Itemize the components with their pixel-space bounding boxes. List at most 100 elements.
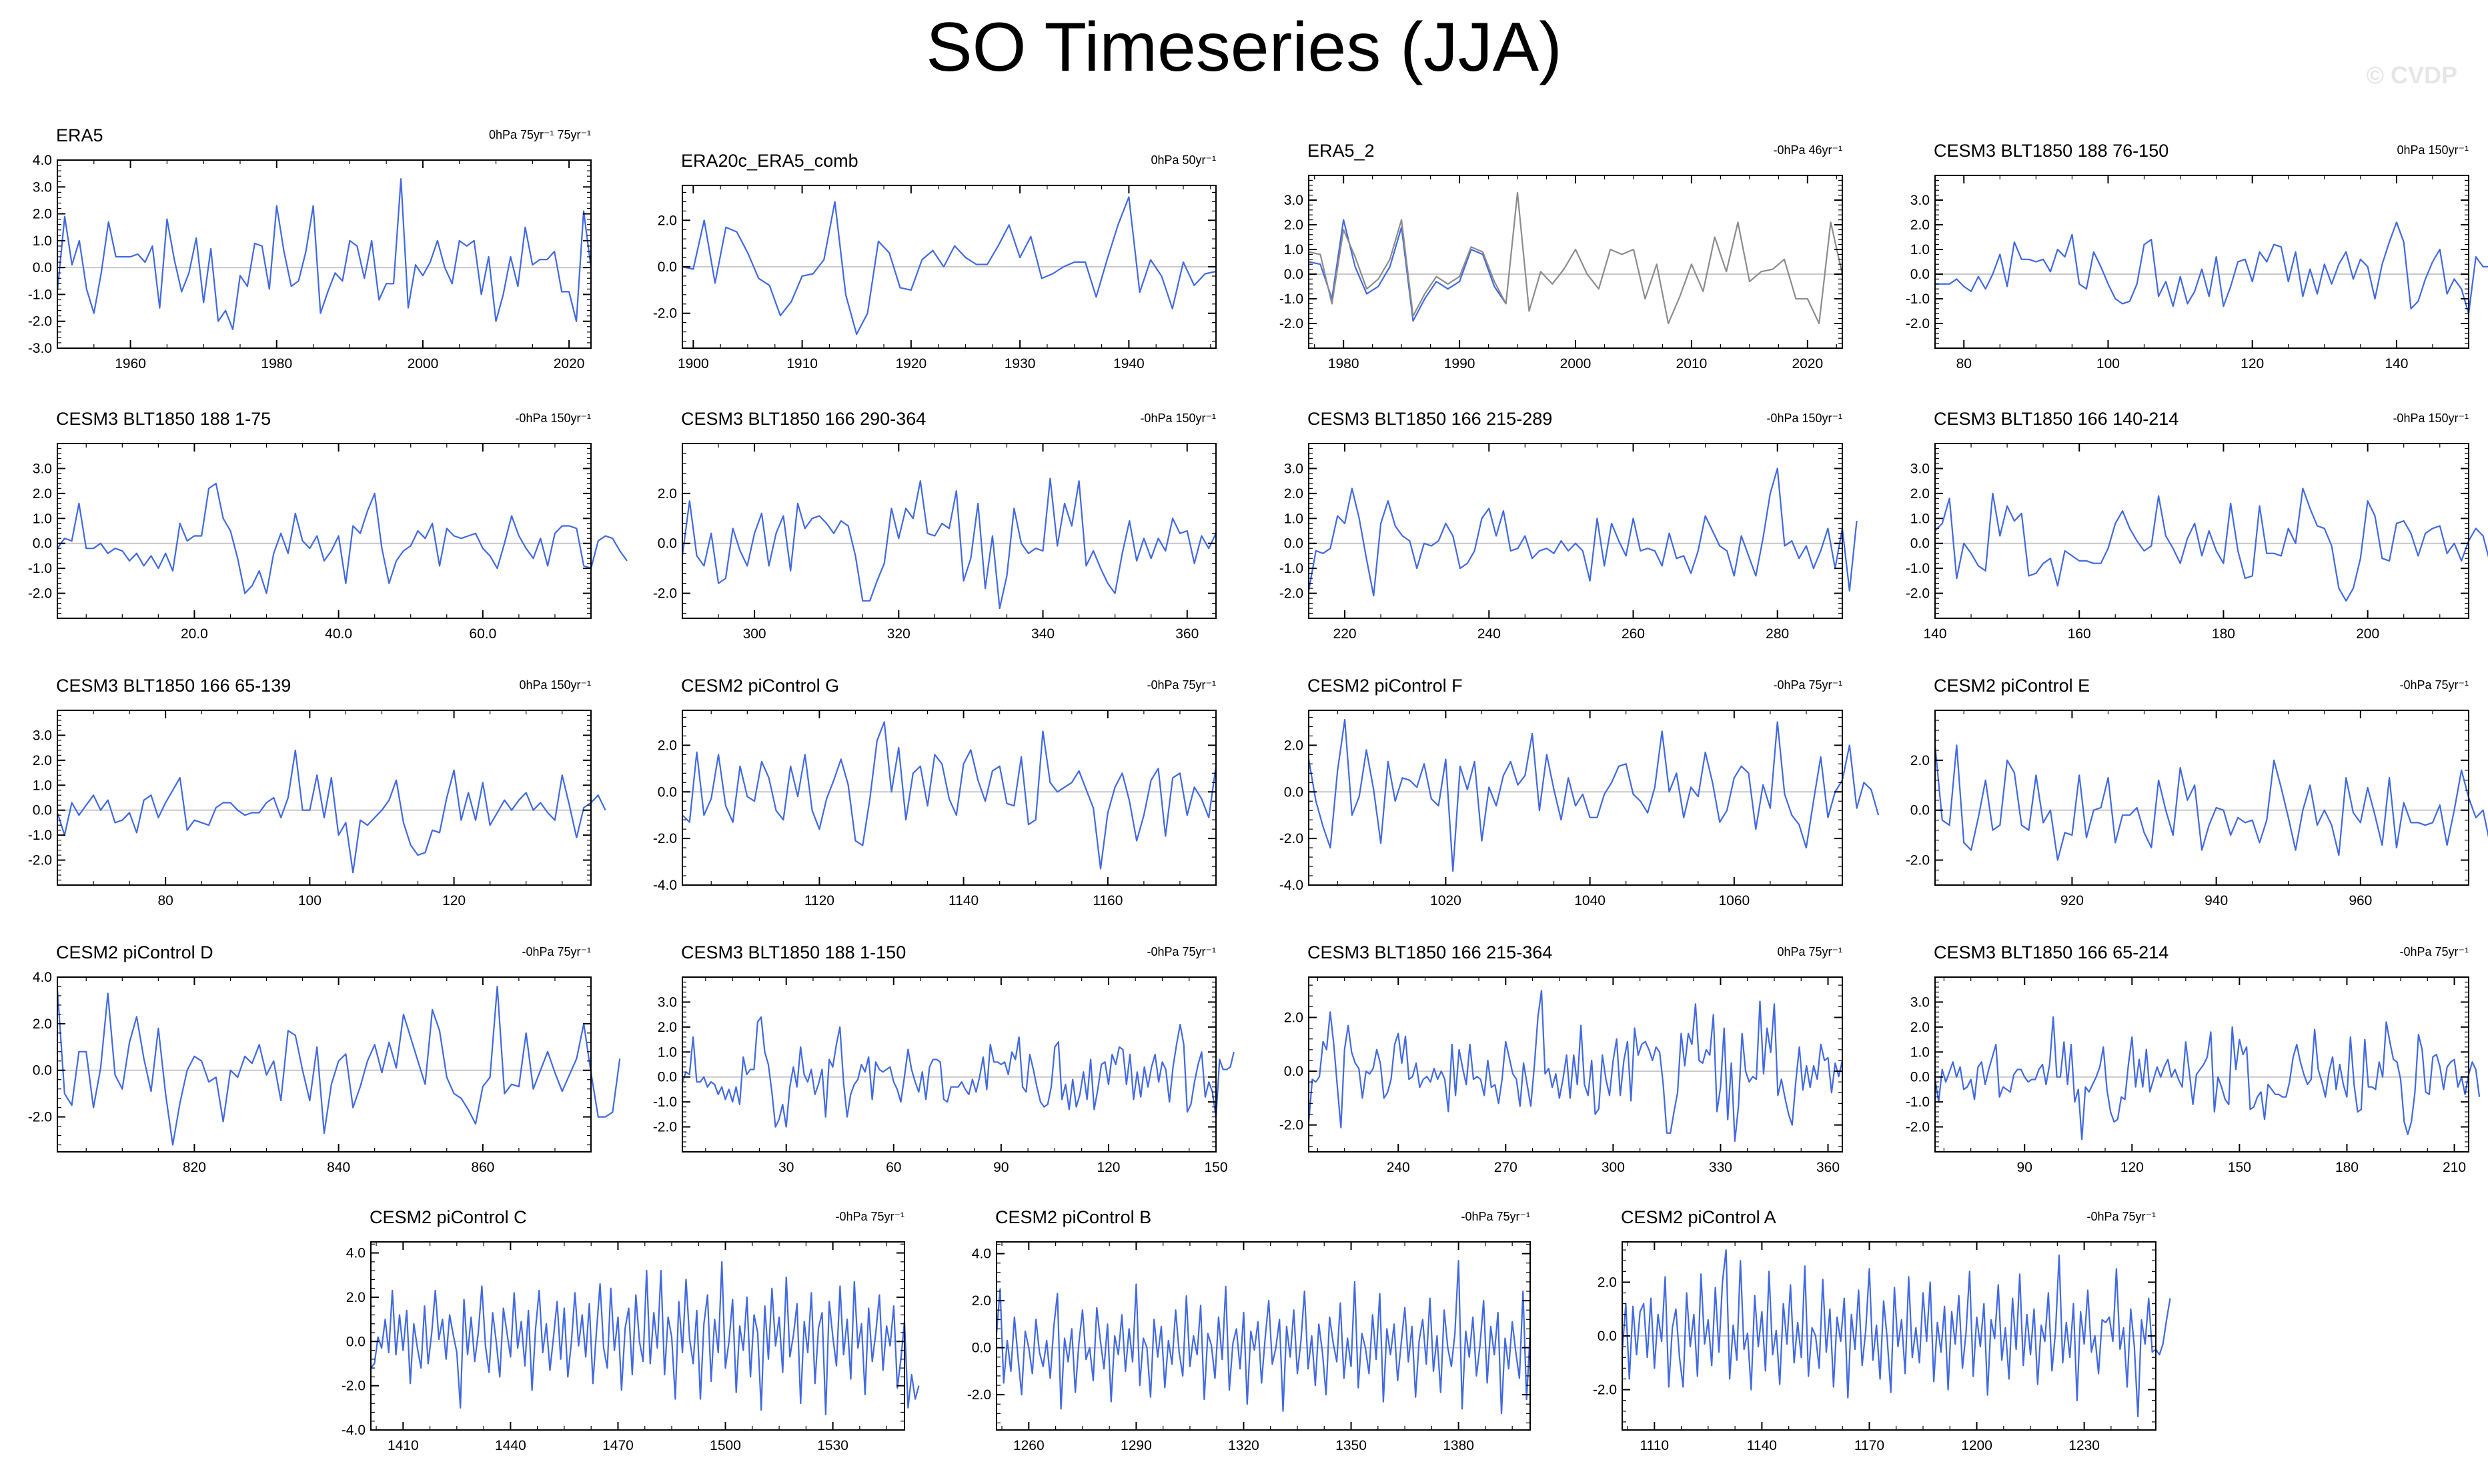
panel-title: CESM2 piControl D — [56, 942, 213, 962]
panel-era5: ERA5 0hPa 75yr⁻¹ 75yr⁻¹ -3.0 -2.0 -1.0 0.0 1.0… — [28, 125, 592, 372]
y-tick-label: -2.0 — [653, 306, 677, 321]
y-tick-label: -1.0 — [1906, 1094, 1930, 1110]
panel-note: -0hPa 75yr⁻¹ — [2399, 945, 2469, 958]
panel-cesm2-picontrol-f: CESM2 piControl F -0hPa 75yr⁻¹ -4.0 -2.0 0.0… — [1279, 676, 1880, 908]
x-tick-label: 1320 — [1228, 1438, 1259, 1453]
y-tick-label: 0.0 — [1284, 267, 1303, 282]
panel-note: -0hPa 150yr⁻¹ — [1766, 412, 1842, 425]
y-tick-label: -2.0 — [28, 853, 52, 868]
y-tick-label: -3.0 — [28, 341, 52, 356]
x-tick-label: 340 — [1031, 626, 1055, 642]
panel-cesm2-picontrol-g: CESM2 piControl G -0hPa 75yr⁻¹ -4.0 -2.0 0.0… — [653, 676, 1217, 908]
panel-title: CESM3 BLT1850 166 290-364 — [681, 409, 926, 429]
y-tick-label: 0.0 — [33, 1063, 52, 1078]
y-tick-label: 0.0 — [1910, 803, 1930, 818]
x-tick-label: 40.0 — [325, 626, 352, 642]
y-tick-label: 2.0 — [658, 1020, 677, 1035]
x-tick-label: 1910 — [786, 356, 818, 372]
cvdp-watermark: © CVDP — [2366, 61, 2457, 89]
x-tick-label: 220 — [1333, 626, 1357, 642]
panel-title: CESM2 piControl G — [681, 676, 839, 696]
page-title: SO Timeseries (JJA) — [926, 9, 1562, 86]
y-tick-label: 1.0 — [33, 511, 52, 526]
y-tick-label: 2.0 — [1910, 486, 1930, 502]
y-tick-label: 0.0 — [1598, 1329, 1617, 1344]
x-tick-label: 1930 — [1005, 356, 1036, 372]
series-line-cesm3-blt1850-166-215-364 — [1307, 990, 1844, 1142]
x-tick-label: 260 — [1622, 626, 1645, 642]
y-tick-label: 2.0 — [1284, 486, 1303, 502]
panel-title: CESM2 piControl F — [1307, 676, 1463, 696]
series-line-era5 — [1308, 219, 1507, 322]
panel-note: -0hPa 46yr⁻¹ — [1773, 143, 1842, 157]
x-tick-label: 300 — [1602, 1160, 1625, 1175]
y-tick-label: 2.0 — [658, 213, 677, 228]
y-tick-label: 2.0 — [1284, 217, 1303, 233]
plot-frame — [57, 159, 592, 349]
x-tick-label: 180 — [2212, 626, 2235, 642]
y-tick-label: -2.0 — [28, 586, 52, 602]
panel-cesm3-blt1850-188-76-150: CESM3 BLT1850 188 76-150 0hPa 150yr⁻¹ -2.0… — [1906, 141, 2488, 372]
y-tick-label: -2.0 — [1279, 586, 1303, 602]
x-tick-label: 90 — [2017, 1160, 2032, 1175]
plot-frame — [682, 710, 1217, 886]
x-tick-label: 100 — [2096, 356, 2120, 372]
x-tick-label: 330 — [1709, 1160, 1732, 1175]
y-tick-label: 1.0 — [1910, 242, 1930, 257]
x-tick-label: 140 — [1923, 626, 1946, 642]
x-tick-label: 1020 — [1430, 893, 1461, 908]
panel-title: CESM2 piControl B — [995, 1207, 1151, 1227]
x-tick-label: 2000 — [408, 356, 439, 372]
panel-note: -0hPa 75yr⁻¹ — [522, 945, 591, 958]
panel-note: -0hPa 75yr⁻¹ — [1461, 1210, 1530, 1223]
y-tick-label: -1.0 — [28, 287, 52, 302]
y-tick-label: 1.0 — [1910, 511, 1930, 526]
x-tick-label: 820 — [183, 1160, 206, 1175]
y-tick-label: -2.0 — [1906, 1120, 1930, 1135]
y-tick-label: -1.0 — [653, 1094, 677, 1110]
y-tick-label: 2.0 — [33, 1016, 52, 1032]
y-tick-label: 1.0 — [1284, 511, 1303, 526]
x-tick-label: 200 — [2356, 626, 2379, 642]
panel-note: -0hPa 75yr⁻¹ — [2086, 1210, 2156, 1223]
x-tick-label: 240 — [1477, 626, 1501, 642]
x-tick-label: 1440 — [495, 1438, 526, 1453]
plot-frame — [57, 443, 592, 619]
panel-cesm3-blt1850-166-65-214: CESM3 BLT1850 166 65-214 -0hPa 75yr⁻¹ -2.0… — [1906, 942, 2481, 1175]
y-tick-label: 0.0 — [33, 803, 52, 818]
y-tick-label: -2.0 — [28, 1110, 52, 1125]
panel-note: 0hPa 150yr⁻¹ — [519, 678, 591, 692]
panel-note: 0hPa 150yr⁻¹ — [2397, 143, 2469, 157]
y-tick-label: -1.0 — [1279, 561, 1303, 576]
series-line-cesm2-picontrol-c — [370, 1261, 920, 1415]
y-tick-label: 4.0 — [33, 970, 52, 985]
y-tick-label: -2.0 — [1593, 1383, 1617, 1398]
y-tick-label: 3.0 — [33, 728, 52, 743]
y-tick-label: 2.0 — [33, 486, 52, 502]
y-tick-label: 0.0 — [1284, 1064, 1303, 1079]
x-tick-label: 1260 — [1013, 1438, 1045, 1453]
y-tick-label: 2.0 — [1910, 753, 1930, 768]
x-tick-label: 2010 — [1676, 356, 1708, 372]
y-tick-label: 4.0 — [346, 1246, 366, 1261]
panel-era20c-era5-comb: ERA20c_ERA5_comb 0hPa 50yr⁻¹ -2.0 0.0 2.0 190… — [653, 151, 1217, 372]
y-tick-label: 0.0 — [346, 1334, 366, 1349]
y-tick-label: 2.0 — [1284, 738, 1303, 753]
plot-frame — [370, 1241, 905, 1431]
y-tick-label: -2.0 — [28, 314, 52, 329]
panel-title: CESM2 piControl C — [370, 1207, 527, 1227]
x-tick-label: 60 — [886, 1160, 901, 1175]
panel-title: CESM3 BLT1850 166 215-289 — [1307, 409, 1552, 429]
panel-title: CESM3 BLT1850 166 215-364 — [1307, 942, 1552, 962]
panel-note: 0hPa 50yr⁻¹ — [1151, 153, 1216, 167]
series-line-cesm3-blt1850-188-1-150 — [681, 1016, 1235, 1128]
x-tick-label: 920 — [2060, 893, 2084, 908]
panel-cesm2-picontrol-c: CESM2 piControl C -0hPa 75yr⁻¹ -4.0 -2.0 0.0… — [342, 1207, 920, 1453]
plot-frame — [57, 976, 592, 1153]
x-tick-label: 30 — [778, 1160, 794, 1175]
x-tick-label: 1120 — [804, 893, 834, 908]
x-tick-label: 940 — [2205, 893, 2228, 908]
x-tick-label: 1040 — [1574, 893, 1606, 908]
y-tick-label: 2.0 — [1598, 1275, 1617, 1290]
panel-note: -0hPa 150yr⁻¹ — [515, 412, 591, 425]
